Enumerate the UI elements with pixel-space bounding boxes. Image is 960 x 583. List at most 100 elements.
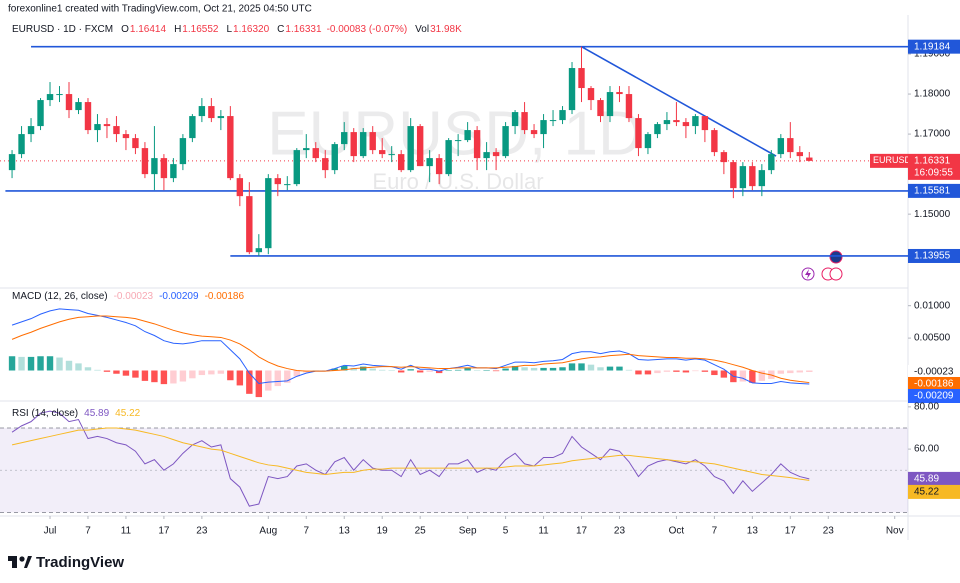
histogram-bar xyxy=(379,369,386,371)
histogram-bar xyxy=(56,357,63,371)
candle-body xyxy=(492,152,500,157)
histogram-bar xyxy=(331,368,338,371)
candle-body xyxy=(8,154,16,171)
histogram-bar xyxy=(293,370,300,377)
candle-body xyxy=(796,152,804,157)
histogram-bar xyxy=(274,370,282,387)
candle-body xyxy=(464,130,471,141)
histogram-bar xyxy=(739,370,747,382)
histogram-bar xyxy=(113,370,120,374)
candle-body xyxy=(56,94,63,96)
histogram-bar xyxy=(341,365,348,371)
histogram-bar xyxy=(483,370,490,372)
x-tick-label: Sep xyxy=(459,526,477,537)
candle-body xyxy=(227,116,234,179)
legend-value: 1.16552 xyxy=(182,24,219,35)
histogram-bar xyxy=(568,363,576,371)
histogram-bar xyxy=(122,370,130,376)
histogram-bar xyxy=(37,356,44,371)
candle-body xyxy=(511,112,519,127)
candle-body xyxy=(616,92,623,95)
candle-body xyxy=(530,130,538,135)
x-tick-label: 11 xyxy=(538,526,549,537)
last-price-bg xyxy=(908,153,960,180)
candle-body xyxy=(568,68,576,111)
histogram-bar xyxy=(625,369,633,371)
x-tick-label: Oct xyxy=(669,526,685,537)
histogram-bar xyxy=(692,370,699,372)
candle-body xyxy=(587,88,595,101)
indicator-value-label-bg xyxy=(908,376,960,391)
candle-body xyxy=(265,178,272,249)
candle-body xyxy=(236,178,244,197)
histogram-bar xyxy=(151,370,158,383)
candle-body xyxy=(682,122,690,127)
histogram-bar xyxy=(141,370,149,381)
level-label: 1.15581 xyxy=(914,186,951,197)
watermark: EURUSD, 1D xyxy=(267,99,643,168)
histogram-bar xyxy=(397,370,405,373)
y-tick-label: 1.18000 xyxy=(914,89,951,100)
histogram-bar xyxy=(720,370,728,378)
indicator-title: RSI (14, close) xyxy=(12,408,78,419)
level-label-bg xyxy=(908,248,960,263)
indicator-value-label: -0.00209 xyxy=(914,391,954,402)
histogram-bar xyxy=(502,368,509,371)
legend-key: L xyxy=(226,24,232,35)
histogram-bar xyxy=(473,370,481,372)
candle-body xyxy=(331,144,338,171)
candle-body xyxy=(635,118,642,149)
level-label: 1.19184 xyxy=(914,41,951,52)
indicator-line xyxy=(11,410,810,507)
y-tick-label: 1.15000 xyxy=(914,209,951,220)
indicator-line xyxy=(11,315,810,384)
histogram-bar xyxy=(445,370,452,372)
histogram-bar xyxy=(454,369,462,371)
indicator-legend: RSI (14, close) 45.89 45.22 xyxy=(12,408,141,419)
candle-body xyxy=(758,170,766,187)
x-tick-label: 23 xyxy=(196,526,208,537)
legend-key: C xyxy=(277,24,284,35)
candle-body xyxy=(454,140,462,142)
x-tick-label: Jul xyxy=(44,526,57,537)
indicator-value-label-bg xyxy=(908,364,960,379)
x-tick-label: 23 xyxy=(823,526,835,537)
candle-body xyxy=(94,124,101,131)
last-symbol: EURUSD xyxy=(873,155,912,165)
legend-key: H xyxy=(174,24,181,35)
candle-body xyxy=(663,120,671,125)
candle-body xyxy=(720,152,728,163)
histogram-bar xyxy=(407,369,414,371)
candle-body xyxy=(483,152,490,159)
x-tick-label: 7 xyxy=(303,526,309,537)
candle-body xyxy=(426,158,433,167)
candle-body xyxy=(777,138,785,155)
candle-body xyxy=(132,138,139,149)
legend-volume-key: Vol xyxy=(415,24,429,35)
candle-body xyxy=(473,130,481,159)
candle-body xyxy=(151,158,158,175)
histogram-bar xyxy=(587,364,595,371)
candle-body xyxy=(692,116,699,127)
y-tick-label: 1.19000 xyxy=(914,49,951,60)
candle-body xyxy=(198,106,206,117)
histogram-bar xyxy=(806,370,813,372)
candle-body xyxy=(606,92,614,117)
histogram-bar xyxy=(132,370,139,378)
candle-body xyxy=(293,150,300,185)
candle-body xyxy=(711,130,718,153)
x-tick-label: 17 xyxy=(158,526,170,537)
histogram-bar xyxy=(578,363,585,371)
x-tick-label: 5 xyxy=(503,526,509,537)
histogram-bar xyxy=(246,370,253,394)
candle-body xyxy=(179,138,187,165)
candle-body xyxy=(521,112,528,131)
candle-body xyxy=(284,184,291,186)
histogram-bar xyxy=(236,370,244,386)
histogram-bar xyxy=(198,370,206,376)
candle-body xyxy=(739,166,747,189)
legend-key: O xyxy=(121,24,129,35)
candle-body xyxy=(208,106,215,119)
level-label: 1.13955 xyxy=(914,251,951,262)
